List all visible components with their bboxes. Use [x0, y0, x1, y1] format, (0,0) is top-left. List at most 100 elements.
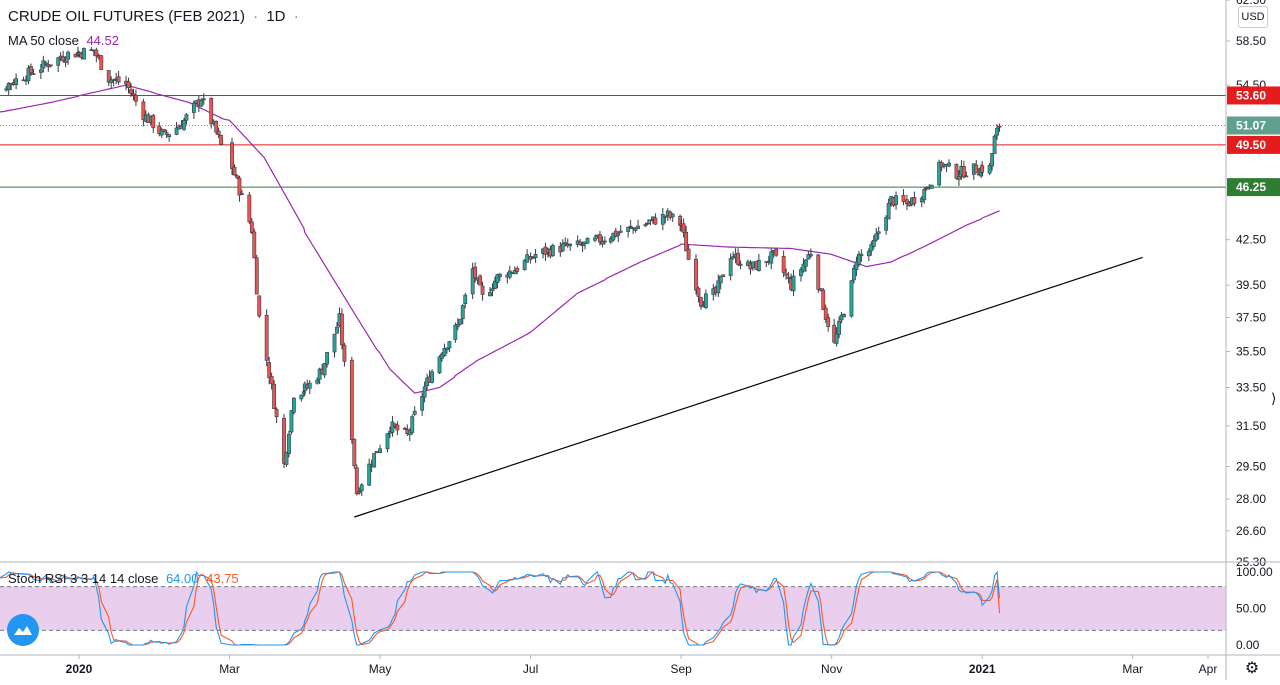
y-tick-label: 35.50 — [1236, 345, 1266, 359]
candle-body — [769, 251, 774, 264]
candle-body — [839, 314, 844, 321]
stoch-label: Stoch RSI 3 3 14 14 close — [8, 571, 159, 586]
trendline[interactable] — [354, 256, 1143, 518]
candle-body — [684, 231, 688, 252]
candle-body — [99, 55, 104, 70]
tradingview-logo-icon[interactable] — [7, 614, 39, 646]
candle-body — [821, 289, 826, 310]
candle-body — [806, 254, 811, 260]
candle-body — [289, 410, 294, 433]
candle-body — [367, 463, 372, 486]
candle-body — [437, 356, 442, 374]
candle-body — [410, 416, 415, 433]
candle-body — [886, 203, 891, 220]
candle-body — [191, 102, 196, 113]
candle-body — [267, 362, 272, 378]
candle-body — [602, 240, 607, 243]
candle-body — [646, 222, 650, 225]
candle-body — [997, 125, 1002, 128]
candle-body — [816, 254, 821, 290]
currency-button[interactable]: USD — [1238, 6, 1268, 28]
candle-body — [495, 274, 500, 283]
candle-body — [736, 252, 740, 265]
moving-average — [0, 84, 1000, 394]
candle-body — [694, 258, 698, 291]
candle-body — [857, 253, 861, 265]
x-tick-label: Apr — [1199, 662, 1218, 676]
candle-body — [990, 153, 995, 167]
candle-body — [174, 127, 179, 135]
last-price-label: 51.07 — [1236, 119, 1266, 133]
candle-body — [359, 484, 364, 492]
candle-body — [703, 293, 708, 308]
candle-body — [894, 195, 898, 205]
candle-body — [859, 253, 864, 256]
candle-body — [29, 66, 33, 74]
candle-body — [430, 371, 434, 383]
last-price-box — [1227, 116, 1280, 135]
candle-body — [738, 263, 743, 266]
candle-body — [871, 239, 876, 247]
candle-body — [264, 315, 269, 361]
gear-icon[interactable]: ⚙ — [1244, 660, 1260, 677]
candle-body — [497, 273, 502, 278]
y-tick-label: 58.50 — [1236, 34, 1266, 48]
candle-body — [141, 101, 146, 120]
y-tick-label: 28.00 — [1236, 492, 1266, 506]
candle-body — [106, 70, 111, 83]
candle-body — [395, 424, 400, 431]
candle-body — [507, 270, 512, 278]
candle-body — [660, 214, 665, 225]
candle-body — [849, 280, 854, 317]
candle-body — [357, 491, 362, 494]
candle-body — [633, 228, 638, 231]
candle-body — [237, 177, 242, 196]
x-tick-label: Mar — [1122, 662, 1143, 676]
candle-body — [580, 244, 585, 246]
candle-body — [716, 280, 721, 294]
y-tick-label: 31.50 — [1236, 419, 1266, 433]
stoch-d-value: 43.75 — [206, 571, 239, 586]
stoch-k-value: 64.00 — [165, 571, 199, 586]
symbol-legend[interactable]: CRUDE OIL FUTURES (FEB 2021) · 1D · — [8, 8, 303, 25]
candle-body — [94, 49, 99, 57]
candle-body — [593, 237, 597, 241]
ma-legend[interactable]: MA 50 close 44.52 — [8, 33, 123, 48]
candle-body — [219, 134, 224, 145]
candle-body — [995, 127, 999, 136]
candle-body — [453, 324, 458, 340]
candle-body — [38, 69, 43, 73]
candle-body — [235, 175, 239, 178]
candle-body — [905, 199, 909, 204]
level-price-label: 46.25 — [1236, 180, 1266, 194]
candle-body — [756, 259, 761, 271]
candle-body — [834, 333, 839, 344]
candle-body — [568, 243, 573, 246]
candle-body — [272, 383, 276, 409]
candle-body — [307, 382, 312, 389]
candle-body — [131, 93, 136, 96]
trendline-segment — [354, 256, 1143, 518]
candle-body — [240, 193, 244, 195]
candle-body — [134, 95, 138, 102]
candle-body — [182, 119, 186, 130]
level-price-label: 49.50 — [1236, 138, 1266, 152]
candle-body — [249, 221, 254, 233]
candle-body — [937, 161, 942, 186]
candle-body — [791, 275, 796, 292]
candle-body — [442, 347, 447, 357]
x-tick-label: 2021 — [969, 662, 996, 676]
candle-body — [292, 397, 296, 413]
candle-body — [781, 256, 786, 273]
candles — [4, 46, 1002, 496]
candle-body — [282, 417, 286, 464]
candle-body — [335, 326, 339, 334]
candle-body — [6, 82, 11, 90]
candle-body — [585, 237, 590, 244]
candle-body — [618, 230, 623, 233]
candle-body — [162, 129, 167, 132]
stoch-legend[interactable]: Stoch RSI 3 3 14 14 close 64.00 43.75 — [8, 571, 243, 586]
candle-body — [488, 292, 492, 297]
candle-body — [151, 115, 156, 129]
